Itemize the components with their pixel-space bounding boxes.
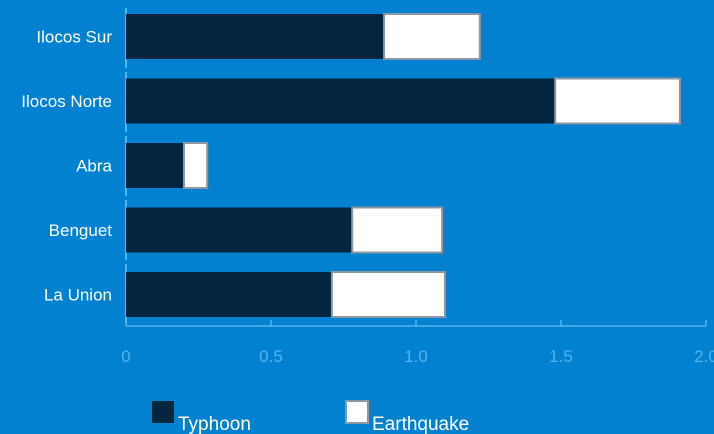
bar-earthquake-ilocos-sur [383,13,481,60]
x-tick-label: 1.5 [549,347,573,366]
bar-earthquake-benguet [351,206,444,254]
bar-typhoon-abra [126,143,184,188]
bar-typhoon-benguet [126,207,353,253]
bar-typhoon-la-union [126,272,332,317]
x-tick-label: 0 [121,347,130,366]
bar-earthquake-ilocos-norte [554,77,681,125]
category-label: Ilocos Norte [21,92,112,111]
x-tick-label: 2.0 [694,347,714,366]
bar-earthquake-la-union [330,271,446,318]
bar-earthquake-abra [183,142,209,189]
category-label: Ilocos Sur [36,28,112,47]
legend-label-earthquake: Earthquake [372,414,469,434]
category-label: Abra [76,157,112,176]
bar-typhoon-ilocos-norte [126,78,556,124]
category-label: La Union [44,286,112,305]
legend-label-typhoon: Typhoon [178,414,251,434]
legend-swatch-earthquake [345,400,369,424]
legend-swatch-typhoon [152,401,174,423]
x-tick-label: 0.5 [259,347,283,366]
bar-typhoon-ilocos-sur [126,14,385,59]
x-tick-label: 1.0 [404,347,428,366]
category-label: Benguet [49,221,113,240]
